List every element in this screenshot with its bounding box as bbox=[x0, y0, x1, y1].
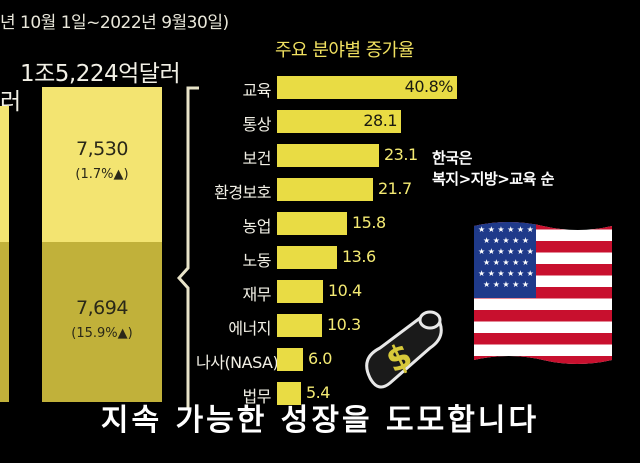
stacked-column-top-segment: 7,530 (1.7%▲) bbox=[42, 87, 162, 242]
bar-value-label: 6.0 bbox=[308, 349, 332, 368]
korea-note: 한국은 복지>지방>교육 순 bbox=[432, 148, 554, 190]
bottom-segment-change-text: (15.9% bbox=[71, 326, 118, 341]
bar bbox=[277, 348, 303, 371]
svg-text:★ ★ ★ ★ ★: ★ ★ ★ ★ ★ bbox=[483, 258, 529, 267]
top-segment-change-close: ) bbox=[123, 167, 129, 182]
svg-text:★ ★ ★ ★ ★ ★: ★ ★ ★ ★ ★ ★ bbox=[478, 247, 534, 256]
us-flag-icon: ★ ★ ★ ★ ★ ★ ★ ★ ★ ★ ★ ★ ★ ★ ★ ★ ★ ★ ★ ★ … bbox=[474, 222, 612, 364]
top-segment-change: (1.7%▲) bbox=[42, 167, 162, 182]
svg-text:★ ★ ★ ★ ★: ★ ★ ★ ★ ★ bbox=[483, 280, 529, 289]
korea-note-line1: 한국은 bbox=[432, 149, 472, 167]
bar bbox=[277, 144, 379, 167]
left-column-top-segment bbox=[0, 106, 9, 242]
top-segment-change-text: (1.7% bbox=[75, 167, 114, 182]
bottom-segment-value: 7,694 bbox=[76, 297, 128, 319]
bar-value-label: 15.8 bbox=[352, 213, 386, 232]
bar bbox=[277, 110, 401, 133]
bracket-divider bbox=[177, 86, 199, 410]
total-amount-label: 1조5,224억달러 bbox=[20, 61, 181, 87]
bar bbox=[277, 212, 347, 235]
bar-value-label: 5.4 bbox=[306, 383, 330, 402]
top-segment-value: 7,530 bbox=[76, 138, 128, 160]
bar-category-label: 보건 bbox=[242, 149, 272, 168]
svg-text:★ ★ ★ ★ ★ ★: ★ ★ ★ ★ ★ ★ bbox=[478, 269, 534, 278]
bar-value-label: 21.7 bbox=[378, 179, 412, 198]
date-range: 년 10월 1일~2022년 9월30일) bbox=[0, 13, 229, 33]
stacked-column-bottom-segment: 7,694 (15.9%▲) bbox=[42, 242, 162, 402]
bar bbox=[277, 178, 373, 201]
bar-value-label: 13.6 bbox=[342, 247, 376, 266]
bar-category-label: 나사(NASA) bbox=[196, 353, 279, 372]
bar-value-label: 40.8% bbox=[404, 77, 454, 96]
svg-text:★ ★ ★ ★ ★ ★: ★ ★ ★ ★ ★ ★ bbox=[478, 225, 534, 234]
bar bbox=[277, 246, 337, 269]
korea-note-line2: 복지>지방>교육 순 bbox=[432, 170, 554, 188]
bar-category-label: 농업 bbox=[242, 217, 272, 236]
bar-value-label: 23.1 bbox=[384, 145, 418, 164]
bar-value-label: 10.3 bbox=[327, 315, 361, 334]
bar bbox=[277, 76, 457, 99]
bar-category-label: 통상 bbox=[242, 115, 272, 134]
money-scroll-icon: $ bbox=[365, 310, 443, 389]
chart-title: 주요 분야별 증가율 bbox=[275, 40, 414, 61]
bar-category-label: 노동 bbox=[242, 251, 272, 270]
bar-value-label: 28.1 bbox=[363, 111, 397, 130]
bar bbox=[277, 314, 322, 337]
bar-category-label: 환경보호 bbox=[214, 183, 271, 202]
bar bbox=[277, 280, 323, 303]
left-column-bottom-segment bbox=[0, 242, 9, 402]
bar-category-label: 에너지 bbox=[228, 319, 271, 338]
subtitle-caption: 지속 가능한 성장을 도모합니다 bbox=[100, 403, 540, 438]
up-arrow-icon: ▲ bbox=[117, 326, 128, 341]
bar bbox=[277, 382, 301, 405]
bar-value-label: 10.4 bbox=[328, 281, 362, 300]
bottom-segment-change: (15.9%▲) bbox=[42, 326, 162, 341]
svg-text:★ ★ ★ ★ ★: ★ ★ ★ ★ ★ bbox=[483, 236, 529, 245]
bottom-segment-change-close: ) bbox=[127, 326, 133, 341]
bar-category-label: 교육 bbox=[242, 81, 272, 100]
bar-category-label: 재무 bbox=[242, 285, 272, 304]
bar-category-label: 법무 bbox=[242, 387, 272, 406]
up-arrow-icon: ▲ bbox=[113, 167, 124, 182]
